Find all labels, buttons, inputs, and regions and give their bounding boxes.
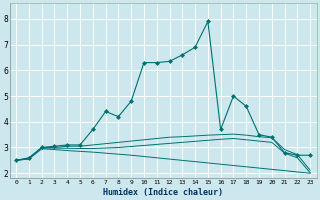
- X-axis label: Humidex (Indice chaleur): Humidex (Indice chaleur): [103, 188, 223, 197]
